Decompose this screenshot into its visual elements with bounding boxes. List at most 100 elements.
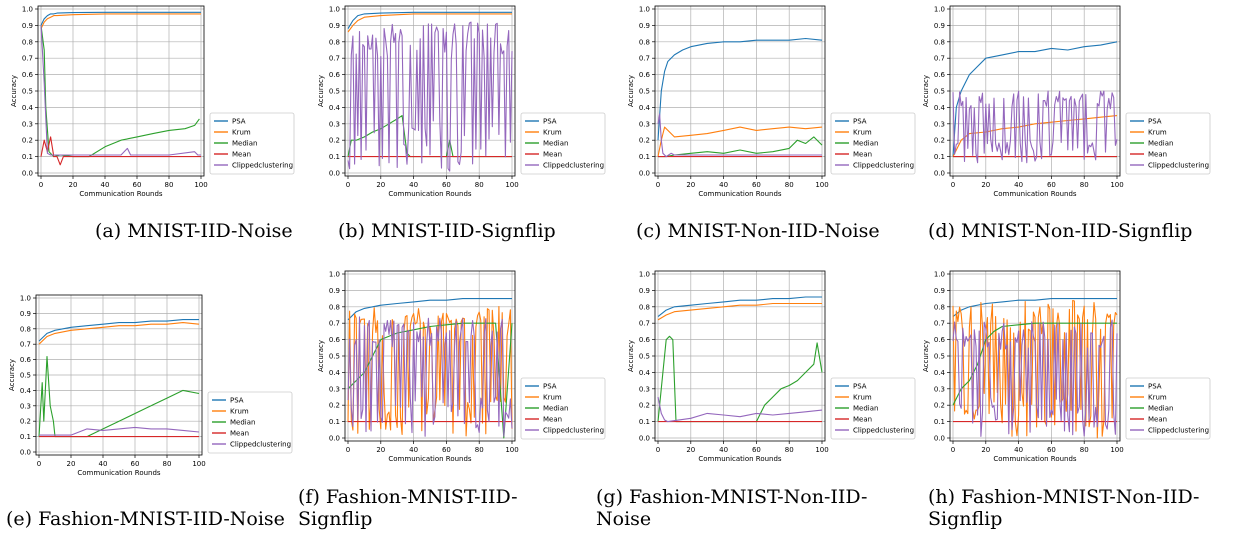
legend-box xyxy=(520,112,606,175)
legend-label-psa: PSA xyxy=(853,118,867,126)
x-tick-label: 60 xyxy=(1047,181,1056,189)
panel-0: 0 20 40 60 80 100 0.0 0.1 0.2 0.3 0.4 0.5 0.6 0.7 0.8 0… xyxy=(10,6,295,198)
y-tick-label: 0.3 xyxy=(639,120,650,128)
caption-d: (d) MNIST-Non-IID-Signflip xyxy=(928,220,1193,242)
series-line-clippedclustering xyxy=(657,396,823,423)
x-tick-label: 100 xyxy=(194,181,207,189)
series-line-median xyxy=(38,355,200,438)
y-tick-label: 0.4 xyxy=(20,387,32,395)
y-tick-label: 0.6 xyxy=(22,71,34,79)
y-tick-label: 0.3 xyxy=(639,385,650,393)
y-tick-label: 0.4 xyxy=(22,104,34,112)
y-tick-label: 0.3 xyxy=(934,120,945,128)
y-tick-label: 0.2 xyxy=(329,137,340,145)
series-line-psa xyxy=(657,296,822,318)
x-tick-label: 0 xyxy=(656,446,660,454)
legend-label-clippedclustering: Clippedclustering xyxy=(853,162,914,170)
legend-label-median: Median xyxy=(543,405,568,413)
y-tick-label: 0.3 xyxy=(934,385,945,393)
x-axis-label: Communication Rounds xyxy=(698,190,782,198)
legend-label-krum: Krum xyxy=(1148,394,1167,402)
legend-label-mean: Mean xyxy=(543,151,562,159)
legend-box xyxy=(830,112,916,175)
x-tick-label: 100 xyxy=(505,446,518,454)
y-axis-label: Accuracy xyxy=(8,359,16,391)
legend-label-clippedclustering: Clippedclustering xyxy=(1148,427,1209,435)
x-tick-label: 60 xyxy=(752,446,761,454)
y-axis-label: Accuracy xyxy=(922,340,930,372)
legend-label-clippedclustering: Clippedclustering xyxy=(1148,162,1209,170)
x-tick-label: 40 xyxy=(101,181,110,189)
y-tick-label: 0.1 xyxy=(639,418,650,426)
legend-label-median: Median xyxy=(853,405,878,413)
series-line-psa xyxy=(952,41,1118,157)
caption-g: (g) Fashion-MNIST-Non-IID-Noise xyxy=(596,486,868,530)
x-axis-label: Communication Rounds xyxy=(993,455,1077,463)
legend-label-mean: Mean xyxy=(232,151,251,159)
y-tick-label: 0.1 xyxy=(20,433,31,441)
x-tick-label: 100 xyxy=(1110,181,1123,189)
series-line-mean xyxy=(40,136,201,166)
series-line-krum xyxy=(657,126,823,157)
y-tick-label: 1.0 xyxy=(22,6,33,14)
y-tick-label: 0.0 xyxy=(639,435,650,443)
y-tick-label: 0.5 xyxy=(934,88,945,96)
legend-label-mean: Mean xyxy=(853,416,872,424)
x-tick-label: 80 xyxy=(1080,181,1089,189)
y-tick-label: 1.0 xyxy=(934,6,945,14)
y-tick-label: 0.9 xyxy=(329,287,340,295)
y-tick-label: 0.6 xyxy=(934,336,946,344)
y-tick-label: 0.3 xyxy=(20,402,31,410)
x-tick-label: 20 xyxy=(686,181,695,189)
legend-label-median: Median xyxy=(853,140,878,148)
y-tick-label: 0.9 xyxy=(329,22,340,30)
y-tick-label: 0.7 xyxy=(329,55,340,63)
y-tick-label: 0.2 xyxy=(639,402,650,410)
x-tick-label: 40 xyxy=(409,181,418,189)
legend-label-mean: Mean xyxy=(1148,151,1167,159)
legend-box xyxy=(520,377,606,440)
x-tick-label: 80 xyxy=(785,446,794,454)
legend-label-krum: Krum xyxy=(230,408,249,416)
x-tick-label: 80 xyxy=(165,181,174,189)
series-line-clippedclustering xyxy=(39,426,200,436)
series-line-median xyxy=(952,322,1117,406)
x-tick-label: 80 xyxy=(1080,446,1089,454)
legend-label-median: Median xyxy=(232,140,257,148)
caption-e: (e) Fashion-MNIST-IID-Noise xyxy=(6,508,285,530)
panel-2: 0 20 40 60 80 100 0.0 0.1 0.2 0.3 0.4 0.5 0.6 0.7 0.8 0… xyxy=(627,6,916,198)
legend-box xyxy=(209,112,295,175)
y-tick-label: 0.4 xyxy=(934,104,946,112)
series-line-psa xyxy=(347,11,512,29)
y-tick-label: 0.1 xyxy=(22,153,33,161)
x-tick-label: 20 xyxy=(376,181,385,189)
legend-label-psa: PSA xyxy=(853,383,867,391)
panel-7: 0 20 40 60 80 100 0.0 0.1 0.2 0.3 0.4 0.5 0.6 0.7 0.8 0… xyxy=(922,271,1211,463)
legend-label-mean: Mean xyxy=(230,430,249,438)
y-tick-label: 0.0 xyxy=(22,170,33,178)
x-tick-label: 20 xyxy=(981,181,990,189)
y-tick-label: 0.8 xyxy=(934,38,945,46)
x-tick-label: 40 xyxy=(1014,181,1023,189)
y-tick-label: 0.0 xyxy=(934,170,945,178)
y-tick-label: 0.0 xyxy=(639,170,650,178)
panel-1: 0 20 40 60 80 100 0.0 0.1 0.2 0.3 0.4 0.5 0.6 0.7 0.8 0… xyxy=(317,6,606,198)
y-tick-label: 0.1 xyxy=(329,153,340,161)
x-tick-label: 40 xyxy=(99,460,108,468)
y-tick-label: 0.6 xyxy=(639,71,651,79)
y-tick-label: 0.1 xyxy=(934,153,945,161)
y-tick-label: 0.2 xyxy=(329,402,340,410)
x-tick-label: 0 xyxy=(346,181,350,189)
x-tick-label: 20 xyxy=(981,446,990,454)
series-line-clippedclustering xyxy=(657,113,822,158)
x-axis-label: Communication Rounds xyxy=(698,455,782,463)
legend-box xyxy=(1125,112,1211,175)
y-tick-label: 0.7 xyxy=(329,320,340,328)
y-tick-label: 0.4 xyxy=(934,369,946,377)
y-tick-label: 0.9 xyxy=(934,287,945,295)
x-tick-label: 80 xyxy=(475,446,484,454)
series-line-krum xyxy=(657,302,822,321)
y-tick-label: 1.0 xyxy=(329,6,340,14)
y-tick-label: 0.3 xyxy=(329,120,340,128)
